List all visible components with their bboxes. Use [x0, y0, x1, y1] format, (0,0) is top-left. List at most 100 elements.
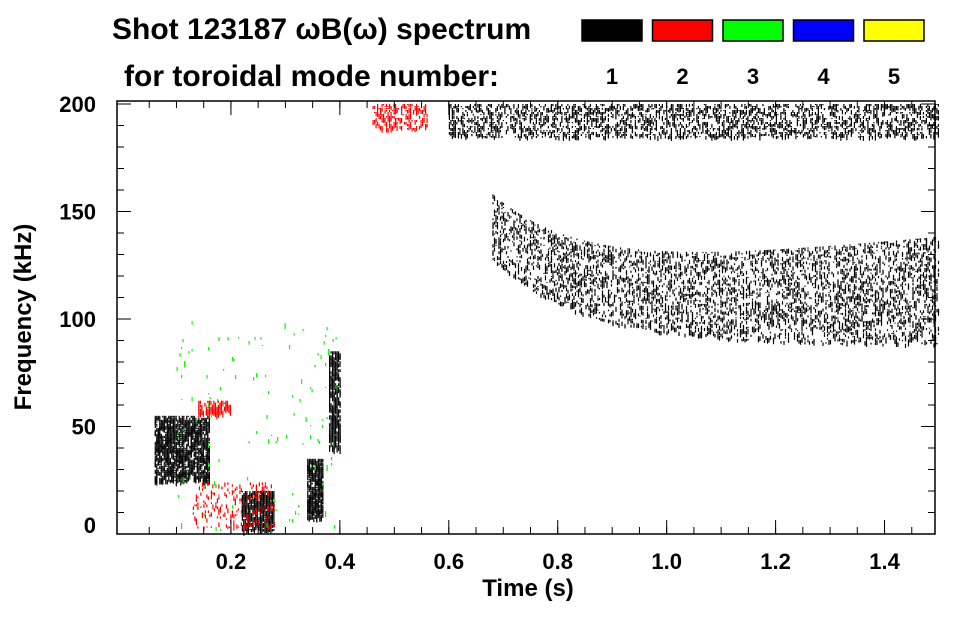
spectrum-point [667, 110, 669, 113]
spectrum-point [498, 120, 500, 124]
spectrum-point [216, 406, 218, 413]
spectrum-point [718, 120, 720, 122]
spectrum-point [241, 525, 243, 531]
spectrum-point [876, 118, 878, 120]
spectrum-point [514, 110, 516, 113]
spectrum-point [498, 257, 500, 260]
spectrum-point [736, 126, 738, 129]
spectrum-point [775, 130, 777, 135]
spectrum-point [543, 118, 545, 121]
spectrum-point [202, 421, 204, 426]
spectrum-point [592, 118, 594, 122]
spectrum-point [264, 510, 266, 514]
spectrum-point [529, 120, 531, 124]
spectrum-point [823, 128, 825, 131]
spectrum-point [499, 126, 501, 129]
spectrum-point [517, 263, 520, 268]
spectrum-point [211, 408, 213, 414]
spectrum-point [555, 247, 557, 250]
spectrum-point [552, 290, 554, 295]
spectrum-point [177, 443, 179, 445]
spectrum-point [499, 238, 502, 241]
spectrum-point [780, 122, 782, 127]
spectrum-point [631, 130, 633, 134]
spectrum-point [544, 122, 546, 125]
spectrum-point [636, 134, 638, 137]
spectrum-point [910, 114, 912, 116]
spectrum-point [317, 504, 319, 507]
spectrum-point [320, 462, 322, 467]
spectrum-point [425, 108, 427, 110]
spectrum-point [624, 130, 626, 134]
spectrum-point [246, 526, 248, 529]
spectrum-point [317, 486, 319, 490]
spectrum-point [265, 529, 267, 533]
spectrum-point [745, 110, 747, 115]
spectrum-point [166, 451, 168, 456]
spectrum-point [582, 300, 584, 303]
spectrum-point [186, 457, 188, 461]
spectrum-point [375, 118, 377, 122]
spectrum-point [916, 112, 918, 117]
spectrum-point [335, 377, 337, 381]
spectrum-point [519, 256, 521, 258]
spectrum-point [159, 415, 161, 419]
spectrum-point [451, 110, 453, 113]
spectrum-point [187, 451, 189, 456]
spectrum-point [273, 529, 275, 531]
spectrum-point [498, 130, 500, 135]
spectrum-point [663, 110, 665, 115]
spectrum-point [795, 104, 797, 107]
spectrum-point [574, 272, 577, 275]
spectrum-point [651, 128, 653, 131]
spectrum-point [553, 271, 556, 273]
spectrum-point [832, 132, 834, 136]
spectrum-point [199, 439, 201, 444]
spectrum-point [335, 437, 337, 439]
spectrum-point [735, 110, 737, 112]
spectrum-point [267, 508, 269, 511]
spectrum-point [846, 134, 848, 138]
spectrum-point [204, 433, 206, 441]
spectrum-point [738, 130, 740, 135]
spectrum-point [583, 106, 585, 108]
spectrum-point [525, 265, 527, 270]
spectrum-point [195, 461, 197, 465]
spectrum-point [535, 245, 538, 250]
spectrum-point [183, 415, 185, 419]
spectrum-point [460, 106, 462, 108]
spectrum-point [927, 124, 929, 128]
spectrum-point [525, 128, 527, 133]
spectrum-point [311, 496, 313, 502]
spectrum-point [189, 473, 191, 478]
spectrum-point [338, 387, 340, 392]
spectrum-point [733, 116, 735, 120]
spectrum-point [466, 114, 468, 117]
spectrum-point [471, 110, 473, 114]
spectrum-point [177, 455, 179, 458]
spectrum-point [585, 114, 587, 117]
spectrum-point [828, 122, 830, 127]
spectrum-point [454, 106, 456, 109]
spectrum-point [708, 130, 710, 132]
spectrum-point [405, 118, 407, 120]
spectrum-point [742, 124, 744, 126]
spectrum-point [218, 510, 220, 515]
spectrum-point [864, 108, 866, 111]
spectrum-point [175, 479, 177, 487]
spectrum-point [478, 108, 480, 113]
spectrum-point [210, 526, 212, 528]
spectrum-point [253, 529, 255, 534]
spectrum-point [588, 273, 590, 275]
spectrum-point [748, 104, 750, 107]
spectrum-point [308, 514, 310, 522]
spectrum-point [448, 122, 450, 124]
spectrum-point [241, 497, 243, 499]
spectrum-point [268, 521, 270, 525]
spectrum-point [160, 443, 162, 446]
spectrum-point [169, 427, 171, 431]
spectrum-point [534, 126, 536, 131]
spectrum-point [796, 106, 798, 108]
spectrum-point [751, 118, 753, 121]
spectrum-point [226, 404, 228, 412]
